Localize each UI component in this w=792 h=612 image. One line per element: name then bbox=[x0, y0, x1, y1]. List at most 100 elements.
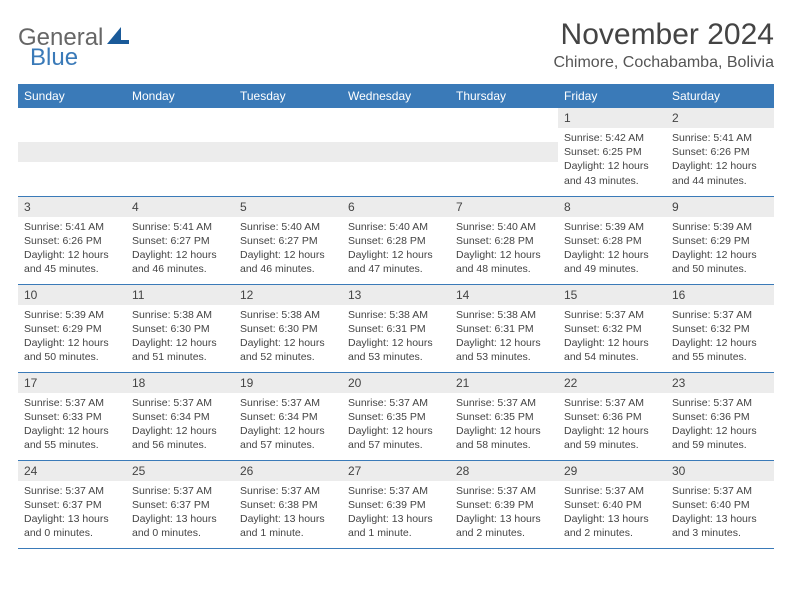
weekday-header: Thursday bbox=[450, 84, 558, 108]
logo-sail-icon bbox=[107, 27, 129, 50]
day-number: 20 bbox=[342, 373, 450, 393]
day-info: Sunrise: 5:38 AMSunset: 6:31 PMDaylight:… bbox=[450, 305, 558, 370]
day-cell: 22Sunrise: 5:37 AMSunset: 6:36 PMDayligh… bbox=[558, 372, 666, 460]
day-cell: 20Sunrise: 5:37 AMSunset: 6:35 PMDayligh… bbox=[342, 372, 450, 460]
page-title: November 2024 bbox=[553, 18, 774, 52]
day-number: 19 bbox=[234, 373, 342, 393]
day-cell: 29Sunrise: 5:37 AMSunset: 6:40 PMDayligh… bbox=[558, 460, 666, 548]
day-info: Sunrise: 5:37 AMSunset: 6:36 PMDaylight:… bbox=[558, 393, 666, 458]
day-info: Sunrise: 5:40 AMSunset: 6:28 PMDaylight:… bbox=[342, 217, 450, 282]
day-number: 15 bbox=[558, 285, 666, 305]
day-number: 22 bbox=[558, 373, 666, 393]
day-cell: 21Sunrise: 5:37 AMSunset: 6:35 PMDayligh… bbox=[450, 372, 558, 460]
day-cell: 7Sunrise: 5:40 AMSunset: 6:28 PMDaylight… bbox=[450, 196, 558, 284]
day-info: Sunrise: 5:39 AMSunset: 6:29 PMDaylight:… bbox=[666, 217, 774, 282]
day-info: Sunrise: 5:42 AMSunset: 6:25 PMDaylight:… bbox=[558, 128, 666, 193]
day-info: Sunrise: 5:41 AMSunset: 6:27 PMDaylight:… bbox=[126, 217, 234, 282]
location: Chimore, Cochabamba, Bolivia bbox=[553, 54, 774, 72]
day-cell: 10Sunrise: 5:39 AMSunset: 6:29 PMDayligh… bbox=[18, 284, 126, 372]
day-number: 11 bbox=[126, 285, 234, 305]
day-number: 1 bbox=[558, 108, 666, 128]
weekday-row: SundayMondayTuesdayWednesdayThursdayFrid… bbox=[18, 84, 774, 108]
day-info: Sunrise: 5:37 AMSunset: 6:40 PMDaylight:… bbox=[666, 481, 774, 546]
day-cell: 23Sunrise: 5:37 AMSunset: 6:36 PMDayligh… bbox=[666, 372, 774, 460]
day-number: 17 bbox=[18, 373, 126, 393]
day-number: 29 bbox=[558, 461, 666, 481]
empty-day-cell bbox=[126, 108, 234, 196]
day-info: Sunrise: 5:39 AMSunset: 6:28 PMDaylight:… bbox=[558, 217, 666, 282]
calendar-week-row: 17Sunrise: 5:37 AMSunset: 6:33 PMDayligh… bbox=[18, 372, 774, 460]
day-number: 21 bbox=[450, 373, 558, 393]
day-cell: 18Sunrise: 5:37 AMSunset: 6:34 PMDayligh… bbox=[126, 372, 234, 460]
day-info: Sunrise: 5:41 AMSunset: 6:26 PMDaylight:… bbox=[18, 217, 126, 282]
day-cell: 28Sunrise: 5:37 AMSunset: 6:39 PMDayligh… bbox=[450, 460, 558, 548]
calendar-week-row: 3Sunrise: 5:41 AMSunset: 6:26 PMDaylight… bbox=[18, 196, 774, 284]
day-cell: 13Sunrise: 5:38 AMSunset: 6:31 PMDayligh… bbox=[342, 284, 450, 372]
day-info: Sunrise: 5:37 AMSunset: 6:32 PMDaylight:… bbox=[558, 305, 666, 370]
day-number: 10 bbox=[18, 285, 126, 305]
day-info: Sunrise: 5:38 AMSunset: 6:31 PMDaylight:… bbox=[342, 305, 450, 370]
empty-day-cell bbox=[450, 108, 558, 196]
day-info: Sunrise: 5:40 AMSunset: 6:28 PMDaylight:… bbox=[450, 217, 558, 282]
day-info: Sunrise: 5:37 AMSunset: 6:38 PMDaylight:… bbox=[234, 481, 342, 546]
day-number: 16 bbox=[666, 285, 774, 305]
empty-day-cell bbox=[234, 108, 342, 196]
day-cell: 3Sunrise: 5:41 AMSunset: 6:26 PMDaylight… bbox=[18, 196, 126, 284]
weekday-header: Tuesday bbox=[234, 84, 342, 108]
day-info: Sunrise: 5:38 AMSunset: 6:30 PMDaylight:… bbox=[234, 305, 342, 370]
day-cell: 25Sunrise: 5:37 AMSunset: 6:37 PMDayligh… bbox=[126, 460, 234, 548]
day-cell: 9Sunrise: 5:39 AMSunset: 6:29 PMDaylight… bbox=[666, 196, 774, 284]
day-number: 28 bbox=[450, 461, 558, 481]
day-number: 7 bbox=[450, 197, 558, 217]
empty-day-cell bbox=[18, 108, 126, 196]
day-number: 30 bbox=[666, 461, 774, 481]
day-cell: 26Sunrise: 5:37 AMSunset: 6:38 PMDayligh… bbox=[234, 460, 342, 548]
day-cell: 4Sunrise: 5:41 AMSunset: 6:27 PMDaylight… bbox=[126, 196, 234, 284]
day-info: Sunrise: 5:37 AMSunset: 6:32 PMDaylight:… bbox=[666, 305, 774, 370]
header: General November 2024 Chimore, Cochabamb… bbox=[18, 18, 774, 72]
day-info: Sunrise: 5:40 AMSunset: 6:27 PMDaylight:… bbox=[234, 217, 342, 282]
day-number: 14 bbox=[450, 285, 558, 305]
weekday-header: Wednesday bbox=[342, 84, 450, 108]
day-cell: 30Sunrise: 5:37 AMSunset: 6:40 PMDayligh… bbox=[666, 460, 774, 548]
weekday-header: Sunday bbox=[18, 84, 126, 108]
day-info: Sunrise: 5:39 AMSunset: 6:29 PMDaylight:… bbox=[18, 305, 126, 370]
day-info: Sunrise: 5:37 AMSunset: 6:40 PMDaylight:… bbox=[558, 481, 666, 546]
day-number: 27 bbox=[342, 461, 450, 481]
calendar-week-row: 10Sunrise: 5:39 AMSunset: 6:29 PMDayligh… bbox=[18, 284, 774, 372]
day-cell: 14Sunrise: 5:38 AMSunset: 6:31 PMDayligh… bbox=[450, 284, 558, 372]
calendar-week-row: 24Sunrise: 5:37 AMSunset: 6:37 PMDayligh… bbox=[18, 460, 774, 548]
weekday-header: Saturday bbox=[666, 84, 774, 108]
day-number: 18 bbox=[126, 373, 234, 393]
day-number: 12 bbox=[234, 285, 342, 305]
logo-text-blue: Blue bbox=[30, 44, 78, 71]
day-cell: 2Sunrise: 5:41 AMSunset: 6:26 PMDaylight… bbox=[666, 108, 774, 196]
day-cell: 17Sunrise: 5:37 AMSunset: 6:33 PMDayligh… bbox=[18, 372, 126, 460]
day-info: Sunrise: 5:41 AMSunset: 6:26 PMDaylight:… bbox=[666, 128, 774, 193]
day-cell: 5Sunrise: 5:40 AMSunset: 6:27 PMDaylight… bbox=[234, 196, 342, 284]
day-number: 4 bbox=[126, 197, 234, 217]
day-info: Sunrise: 5:37 AMSunset: 6:37 PMDaylight:… bbox=[18, 481, 126, 546]
empty-day-cell bbox=[342, 108, 450, 196]
day-number: 2 bbox=[666, 108, 774, 128]
day-number: 6 bbox=[342, 197, 450, 217]
day-cell: 24Sunrise: 5:37 AMSunset: 6:37 PMDayligh… bbox=[18, 460, 126, 548]
day-cell: 12Sunrise: 5:38 AMSunset: 6:30 PMDayligh… bbox=[234, 284, 342, 372]
calendar-body: 1Sunrise: 5:42 AMSunset: 6:25 PMDaylight… bbox=[18, 108, 774, 548]
day-number: 5 bbox=[234, 197, 342, 217]
day-cell: 19Sunrise: 5:37 AMSunset: 6:34 PMDayligh… bbox=[234, 372, 342, 460]
calendar-table: SundayMondayTuesdayWednesdayThursdayFrid… bbox=[18, 84, 774, 549]
day-info: Sunrise: 5:37 AMSunset: 6:37 PMDaylight:… bbox=[126, 481, 234, 546]
day-number: 8 bbox=[558, 197, 666, 217]
day-cell: 11Sunrise: 5:38 AMSunset: 6:30 PMDayligh… bbox=[126, 284, 234, 372]
day-number: 13 bbox=[342, 285, 450, 305]
day-number: 9 bbox=[666, 197, 774, 217]
day-info: Sunrise: 5:37 AMSunset: 6:33 PMDaylight:… bbox=[18, 393, 126, 458]
day-cell: 27Sunrise: 5:37 AMSunset: 6:39 PMDayligh… bbox=[342, 460, 450, 548]
day-number: 24 bbox=[18, 461, 126, 481]
day-info: Sunrise: 5:37 AMSunset: 6:34 PMDaylight:… bbox=[234, 393, 342, 458]
day-info: Sunrise: 5:38 AMSunset: 6:30 PMDaylight:… bbox=[126, 305, 234, 370]
day-number: 3 bbox=[18, 197, 126, 217]
day-cell: 1Sunrise: 5:42 AMSunset: 6:25 PMDaylight… bbox=[558, 108, 666, 196]
day-cell: 6Sunrise: 5:40 AMSunset: 6:28 PMDaylight… bbox=[342, 196, 450, 284]
